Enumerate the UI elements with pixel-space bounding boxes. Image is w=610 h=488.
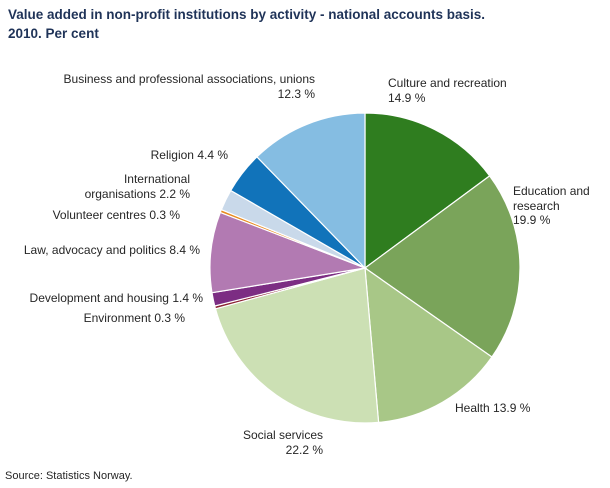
pie-slice-business-and-professional-associations-unions xyxy=(256,112,366,270)
chart-title-line1: Value added in non-profit institutions b… xyxy=(8,7,486,22)
slice-label-value: 19.9 % xyxy=(513,213,551,227)
pie-slice-social-services xyxy=(214,267,380,424)
slice-label-value: 0.3 % xyxy=(154,311,185,325)
slice-label-environment: Environment 0.3 % xyxy=(84,311,185,326)
pie-slice-health xyxy=(364,266,493,424)
slice-label-health: Health 13.9 % xyxy=(455,401,530,416)
slice-label-value: 13.9 % xyxy=(493,401,531,415)
slice-label-law-advocacy-and-politics: Law, advocacy and politics 8.4 % xyxy=(24,243,200,258)
pie-slice-education-and-research xyxy=(363,175,521,358)
slice-label-text: Education and research xyxy=(513,184,590,213)
slice-label-education-and-research: Education and research 19.9 % xyxy=(513,184,599,228)
source-note: Source: Statistics Norway. xyxy=(5,470,133,482)
slice-label-volunteer-centres: Volunteer centres 0.3 % xyxy=(53,208,180,223)
slice-label-business-and-professional-associations-unions: Business and professional associations, … xyxy=(23,72,315,101)
slice-label-text: Social services xyxy=(242,428,323,442)
slice-label-text: Development and housing xyxy=(29,291,169,305)
slice-label-text: Environment xyxy=(83,311,151,325)
slice-label-culture-and-recreation: Culture and recreation 14.9 % xyxy=(388,76,522,105)
slice-label-text: Culture and recreation xyxy=(388,76,507,90)
slice-label-text: International organisations xyxy=(84,172,190,201)
slice-label-value: 14.9 % xyxy=(388,90,426,105)
slice-label-value: 22.2 % xyxy=(285,442,323,457)
slice-label-value: 1.4 % xyxy=(172,291,203,305)
slice-label-text: Health xyxy=(455,401,490,415)
pie-slice-culture-and-recreation xyxy=(364,112,491,270)
slice-label-value: 4.4 % xyxy=(197,148,228,162)
slice-label-text: Religion xyxy=(150,148,194,162)
chart-title: Value added in non-profit institutions b… xyxy=(8,5,596,43)
slice-label-value: 12.3 % xyxy=(277,86,315,101)
slice-label-text: Law, advocacy and politics xyxy=(23,243,166,257)
slice-label-value: 2.2 % xyxy=(159,186,190,201)
slice-label-religion: Religion 4.4 % xyxy=(151,148,228,163)
slice-label-international-organisations: International organisations 2.2 % xyxy=(58,172,190,201)
chart-title-line2: 2010. Per cent xyxy=(8,26,99,41)
slice-label-value: 8.4 % xyxy=(169,243,200,257)
slice-label-development-and-housing: Development and housing 1.4 % xyxy=(30,291,203,306)
slice-label-value: 0.3 % xyxy=(149,208,180,222)
slice-label-text: Business and professional associations, … xyxy=(63,72,315,86)
slice-label-text: Volunteer centres xyxy=(52,208,146,222)
slice-label-social-services: Social services 22.2 % xyxy=(231,428,323,457)
